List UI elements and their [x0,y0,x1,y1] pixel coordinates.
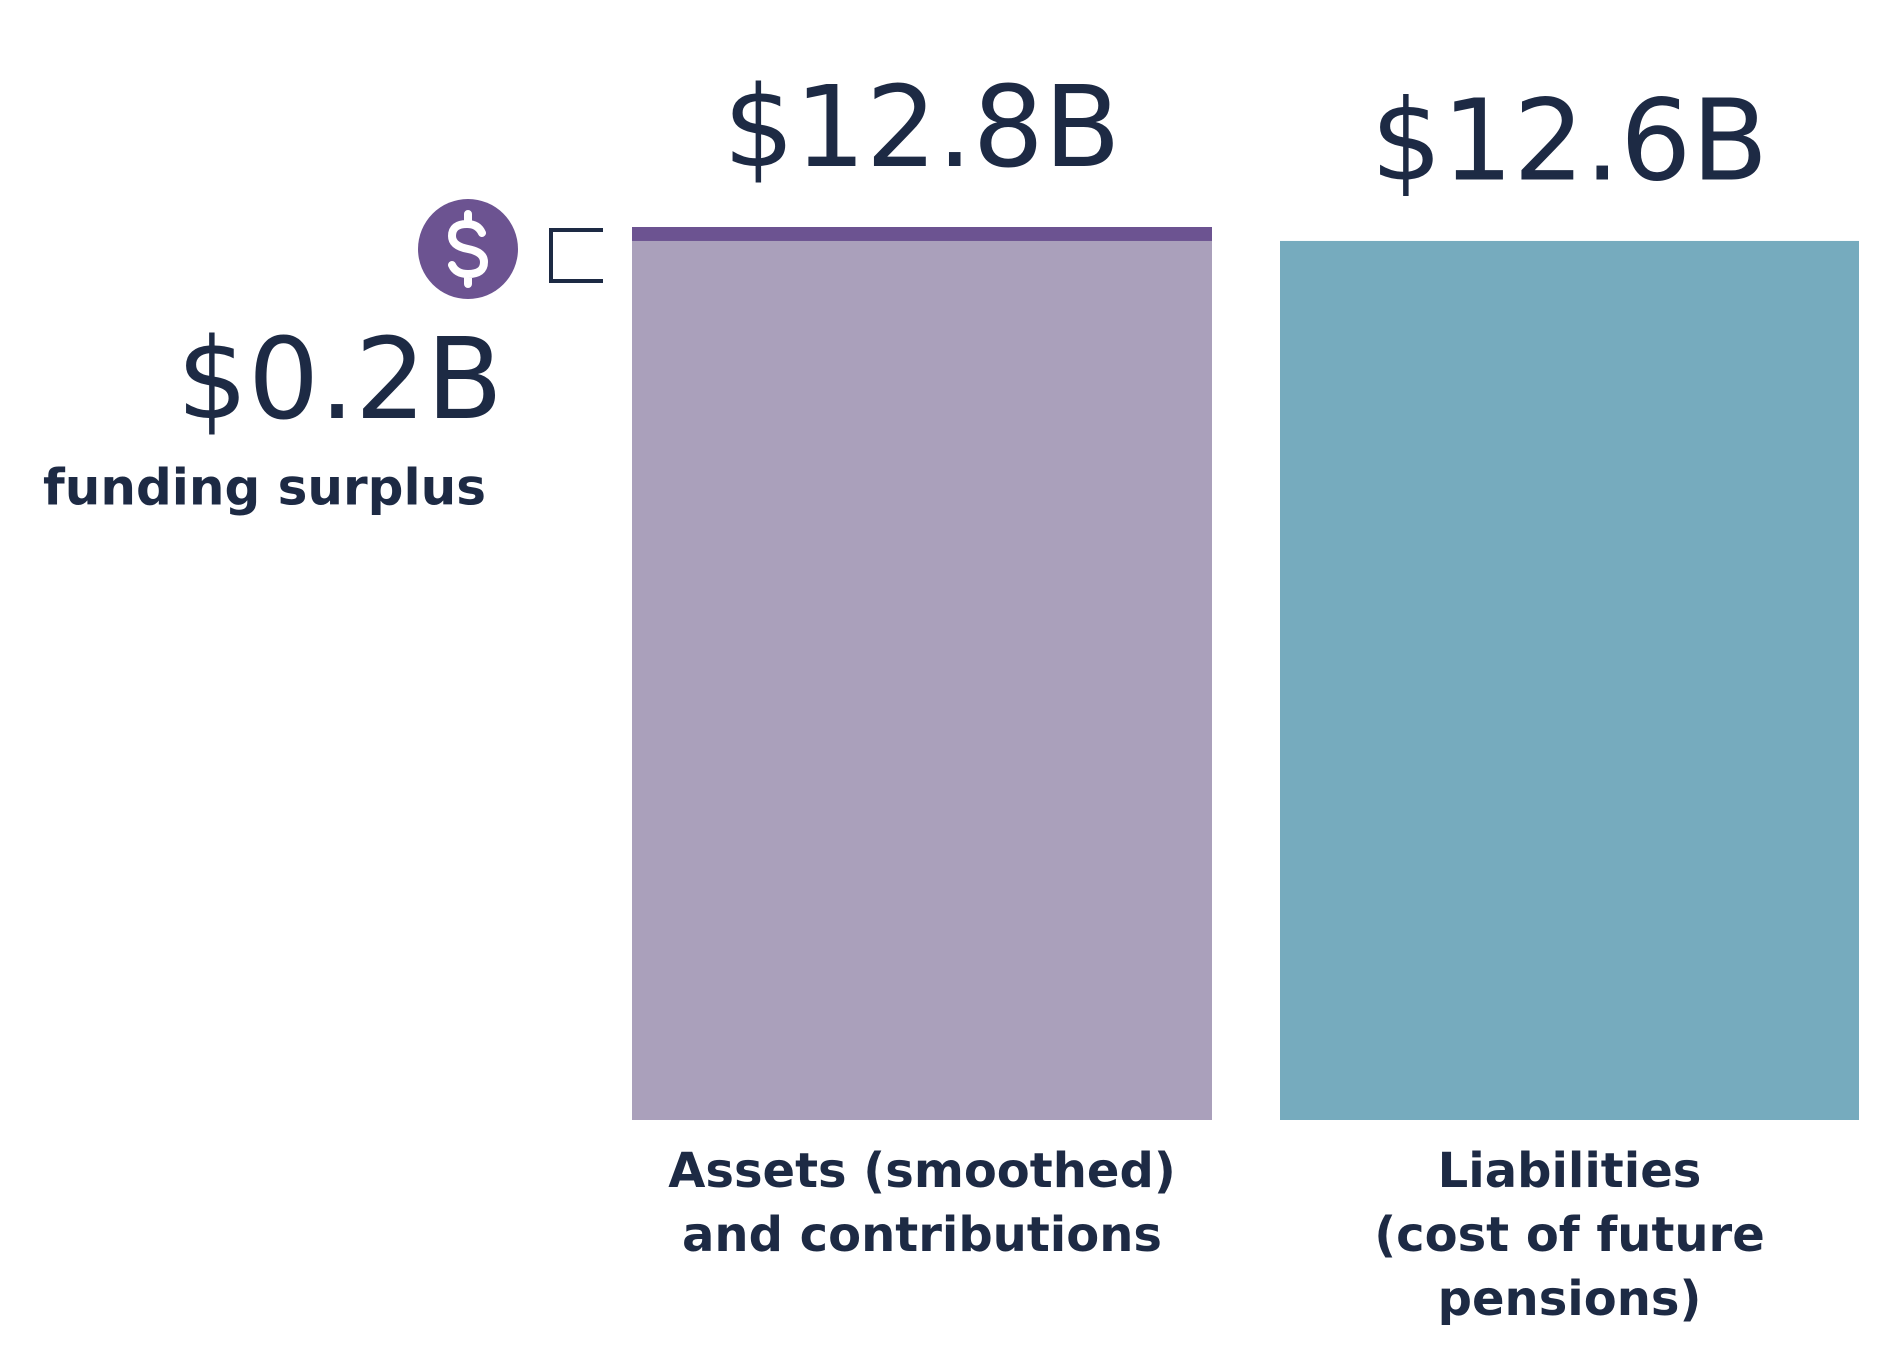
surplus-icon [418,199,518,299]
x-tick-label: pensions) [1438,1271,1702,1327]
surplus-caption: funding surplus [43,459,486,517]
surplus-label: $0.2B [177,315,503,445]
value-label: $12.6B [1371,77,1768,207]
bar [632,227,1212,1120]
x-tick-label: Liabilities [1438,1143,1702,1199]
surplus-segment [632,227,1212,241]
surplus-bracket [549,228,603,283]
x-tick-label: and contributions [682,1207,1162,1263]
x-tick-label: (cost of future [1374,1207,1765,1263]
icon-dollar [447,210,489,288]
value-label: $12.8B [723,63,1120,193]
bar [1280,240,1859,1120]
x-tick-label: Assets (smoothed) [668,1143,1176,1199]
